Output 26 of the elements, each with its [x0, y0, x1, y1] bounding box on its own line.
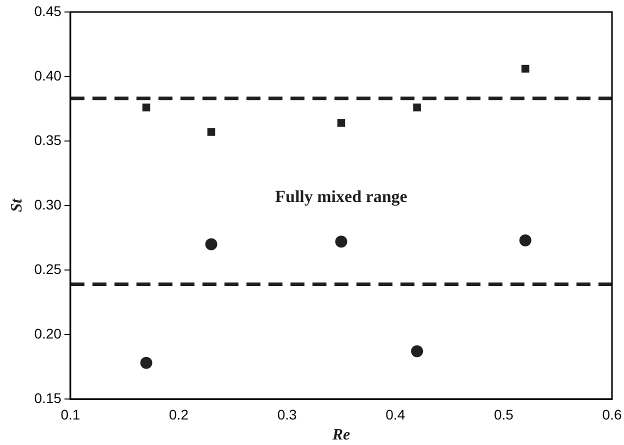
y-axis-title: St: [8, 198, 26, 212]
x-tick-label: 0.2: [169, 406, 189, 422]
point: [142, 104, 150, 112]
point: [413, 104, 421, 112]
point: [519, 234, 532, 246]
x-axis-title: Re: [331, 426, 350, 444]
point: [140, 356, 152, 369]
point: [337, 119, 346, 127]
point: [335, 236, 348, 248]
y-tick-label: 0.20: [34, 325, 62, 342]
x-tick-label: 0.6: [602, 406, 622, 422]
point: [411, 345, 424, 358]
point: [207, 128, 216, 136]
x-tick-label: 0.4: [386, 406, 406, 422]
x-tick-label: 0.3: [277, 406, 298, 422]
y-tick-label: 0.35: [34, 132, 62, 148]
y-tick-label: 0.25: [34, 260, 62, 277]
x-tick-label: 0.5: [494, 406, 514, 422]
y-tick-label: 0.15: [34, 390, 62, 406]
y-tick-label: 0.45: [34, 2, 62, 19]
point: [521, 64, 530, 73]
point: [205, 238, 218, 250]
y-tick-label: 0.40: [34, 67, 62, 84]
annotation: Fully mixed range: [275, 187, 408, 206]
y-tick-label: 0.30: [34, 196, 62, 212]
x-tick-label: 0.1: [60, 406, 80, 422]
